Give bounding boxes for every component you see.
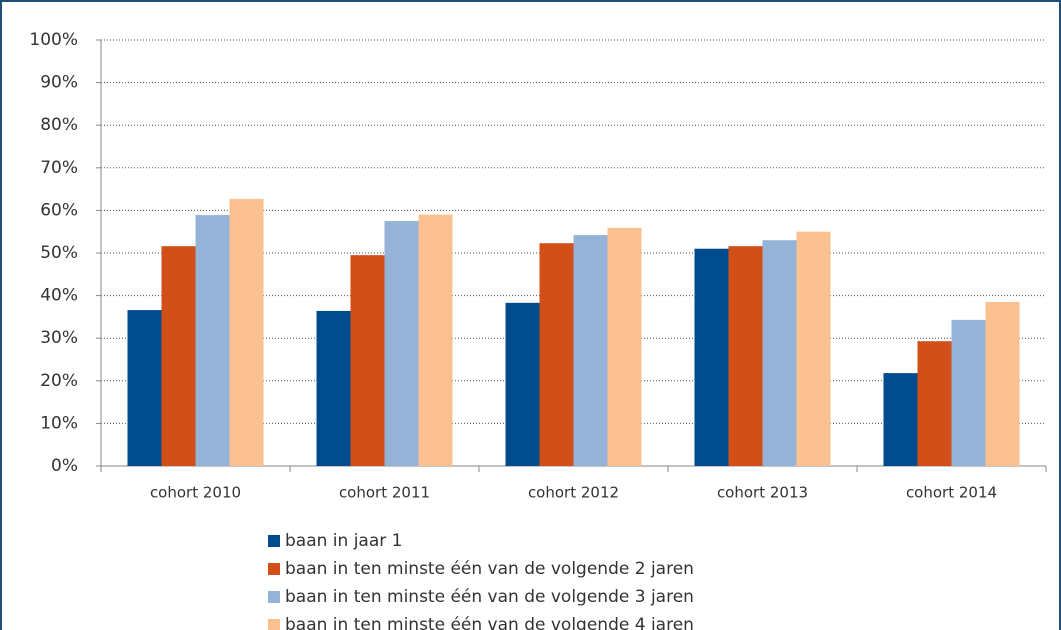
bar: [161, 246, 196, 466]
y-tick-label: 70%: [40, 158, 78, 178]
legend-label: baan in ten minste één van de volgende 4…: [285, 615, 694, 630]
x-tick-label: cohort 2010: [150, 484, 241, 502]
legend-swatch: [268, 591, 280, 603]
legend-swatch: [268, 563, 280, 575]
y-tick-label: 30%: [40, 328, 78, 348]
bar: [607, 227, 642, 466]
bar: [350, 255, 385, 466]
bar: [539, 243, 574, 466]
legend-swatch: [268, 619, 280, 630]
x-tick-label: cohort 2014: [906, 484, 997, 502]
bar: [762, 240, 797, 466]
y-tick-label: 60%: [40, 200, 78, 220]
legend-label: baan in jaar 1: [285, 531, 402, 551]
bar: [573, 235, 608, 466]
bar: [229, 198, 264, 466]
legend-swatch: [268, 535, 280, 547]
legend-label: baan in ten minste één van de volgende 2…: [285, 559, 694, 579]
bar: [728, 246, 763, 466]
bar: [195, 215, 230, 466]
y-tick-label: 90%: [40, 73, 78, 93]
x-tick-label: cohort 2012: [528, 484, 619, 502]
bar: [505, 302, 540, 466]
bar: [418, 214, 453, 466]
bar: [917, 341, 952, 466]
y-tick-label: 100%: [29, 30, 78, 50]
bar: [985, 301, 1020, 466]
legend-label: baan in ten minste één van de volgende 3…: [285, 587, 694, 607]
y-tick-label: 10%: [40, 413, 78, 433]
bar: [316, 310, 351, 466]
bar: [796, 231, 831, 466]
y-tick-label: 20%: [40, 371, 78, 391]
y-tick-label: 50%: [40, 243, 78, 263]
x-tick-label: cohort 2013: [717, 484, 808, 502]
y-tick-label: 80%: [40, 115, 78, 135]
bar: [951, 319, 986, 466]
bar: [694, 248, 729, 466]
y-tick-label: 40%: [40, 286, 78, 306]
bar: [127, 310, 162, 466]
bar: [883, 373, 918, 466]
x-tick-label: cohort 2011: [339, 484, 430, 502]
y-tick-label: 0%: [51, 456, 78, 476]
bar: [384, 221, 419, 466]
